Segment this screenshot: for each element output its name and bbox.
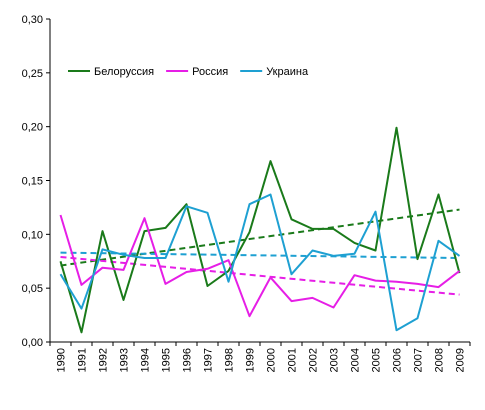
- x-tick-label: 2004: [350, 348, 362, 372]
- x-tick-label: 1998: [224, 348, 236, 372]
- x-tick-label: 2008: [434, 348, 446, 372]
- legend-label: Белоруссия: [94, 66, 154, 78]
- x-tick-label: 1990: [56, 348, 68, 372]
- y-tick-label: 0,10: [22, 229, 43, 241]
- legend-label: Украина: [266, 66, 309, 78]
- y-tick-label: 0,15: [22, 176, 43, 188]
- y-tick-label: 0,20: [22, 122, 43, 134]
- trend-line: [60, 251, 460, 260]
- series-lines: [59, 126, 461, 334]
- axes: 0,00 0,05 0,10 0,15 0,20 0,25 0,30 1990 1991 1992…: [22, 14, 471, 372]
- legend: Белоруссия Россия Украина: [68, 66, 309, 78]
- trend-line: [60, 255, 460, 296]
- series-line: [59, 126, 461, 334]
- x-tick-label: 2005: [371, 348, 383, 372]
- x-tick-label: 1999: [245, 348, 257, 372]
- x-tick-label: 2000: [266, 348, 278, 372]
- x-tick-label: 1993: [119, 348, 131, 372]
- y-tick-label: 0,25: [22, 68, 43, 80]
- x-tick-label: 2009: [455, 348, 467, 372]
- x-tick-label: 1997: [203, 348, 215, 372]
- x-tick-label: 1996: [182, 348, 194, 372]
- x-tick-label: 2001: [287, 348, 299, 372]
- y-tick-label: 0,30: [22, 14, 43, 26]
- x-tick-label: 1991: [77, 348, 89, 372]
- legend-label: Россия: [192, 66, 228, 78]
- x-tick-label: 1994: [140, 348, 152, 372]
- trend-lines: [60, 208, 460, 296]
- x-tick-label: 1995: [161, 348, 173, 372]
- series-line: [59, 214, 461, 318]
- x-tick-label: 2003: [329, 348, 341, 372]
- y-tick-label: 0,00: [22, 337, 43, 349]
- series-line: [59, 193, 461, 332]
- x-tick-label: 1992: [98, 348, 110, 372]
- x-tick-label: 2007: [413, 348, 425, 372]
- y-tick-label: 0,05: [22, 283, 43, 295]
- x-tick-label: 2006: [392, 348, 404, 372]
- trend-line: [60, 208, 460, 267]
- x-tick-label: 2002: [308, 348, 320, 372]
